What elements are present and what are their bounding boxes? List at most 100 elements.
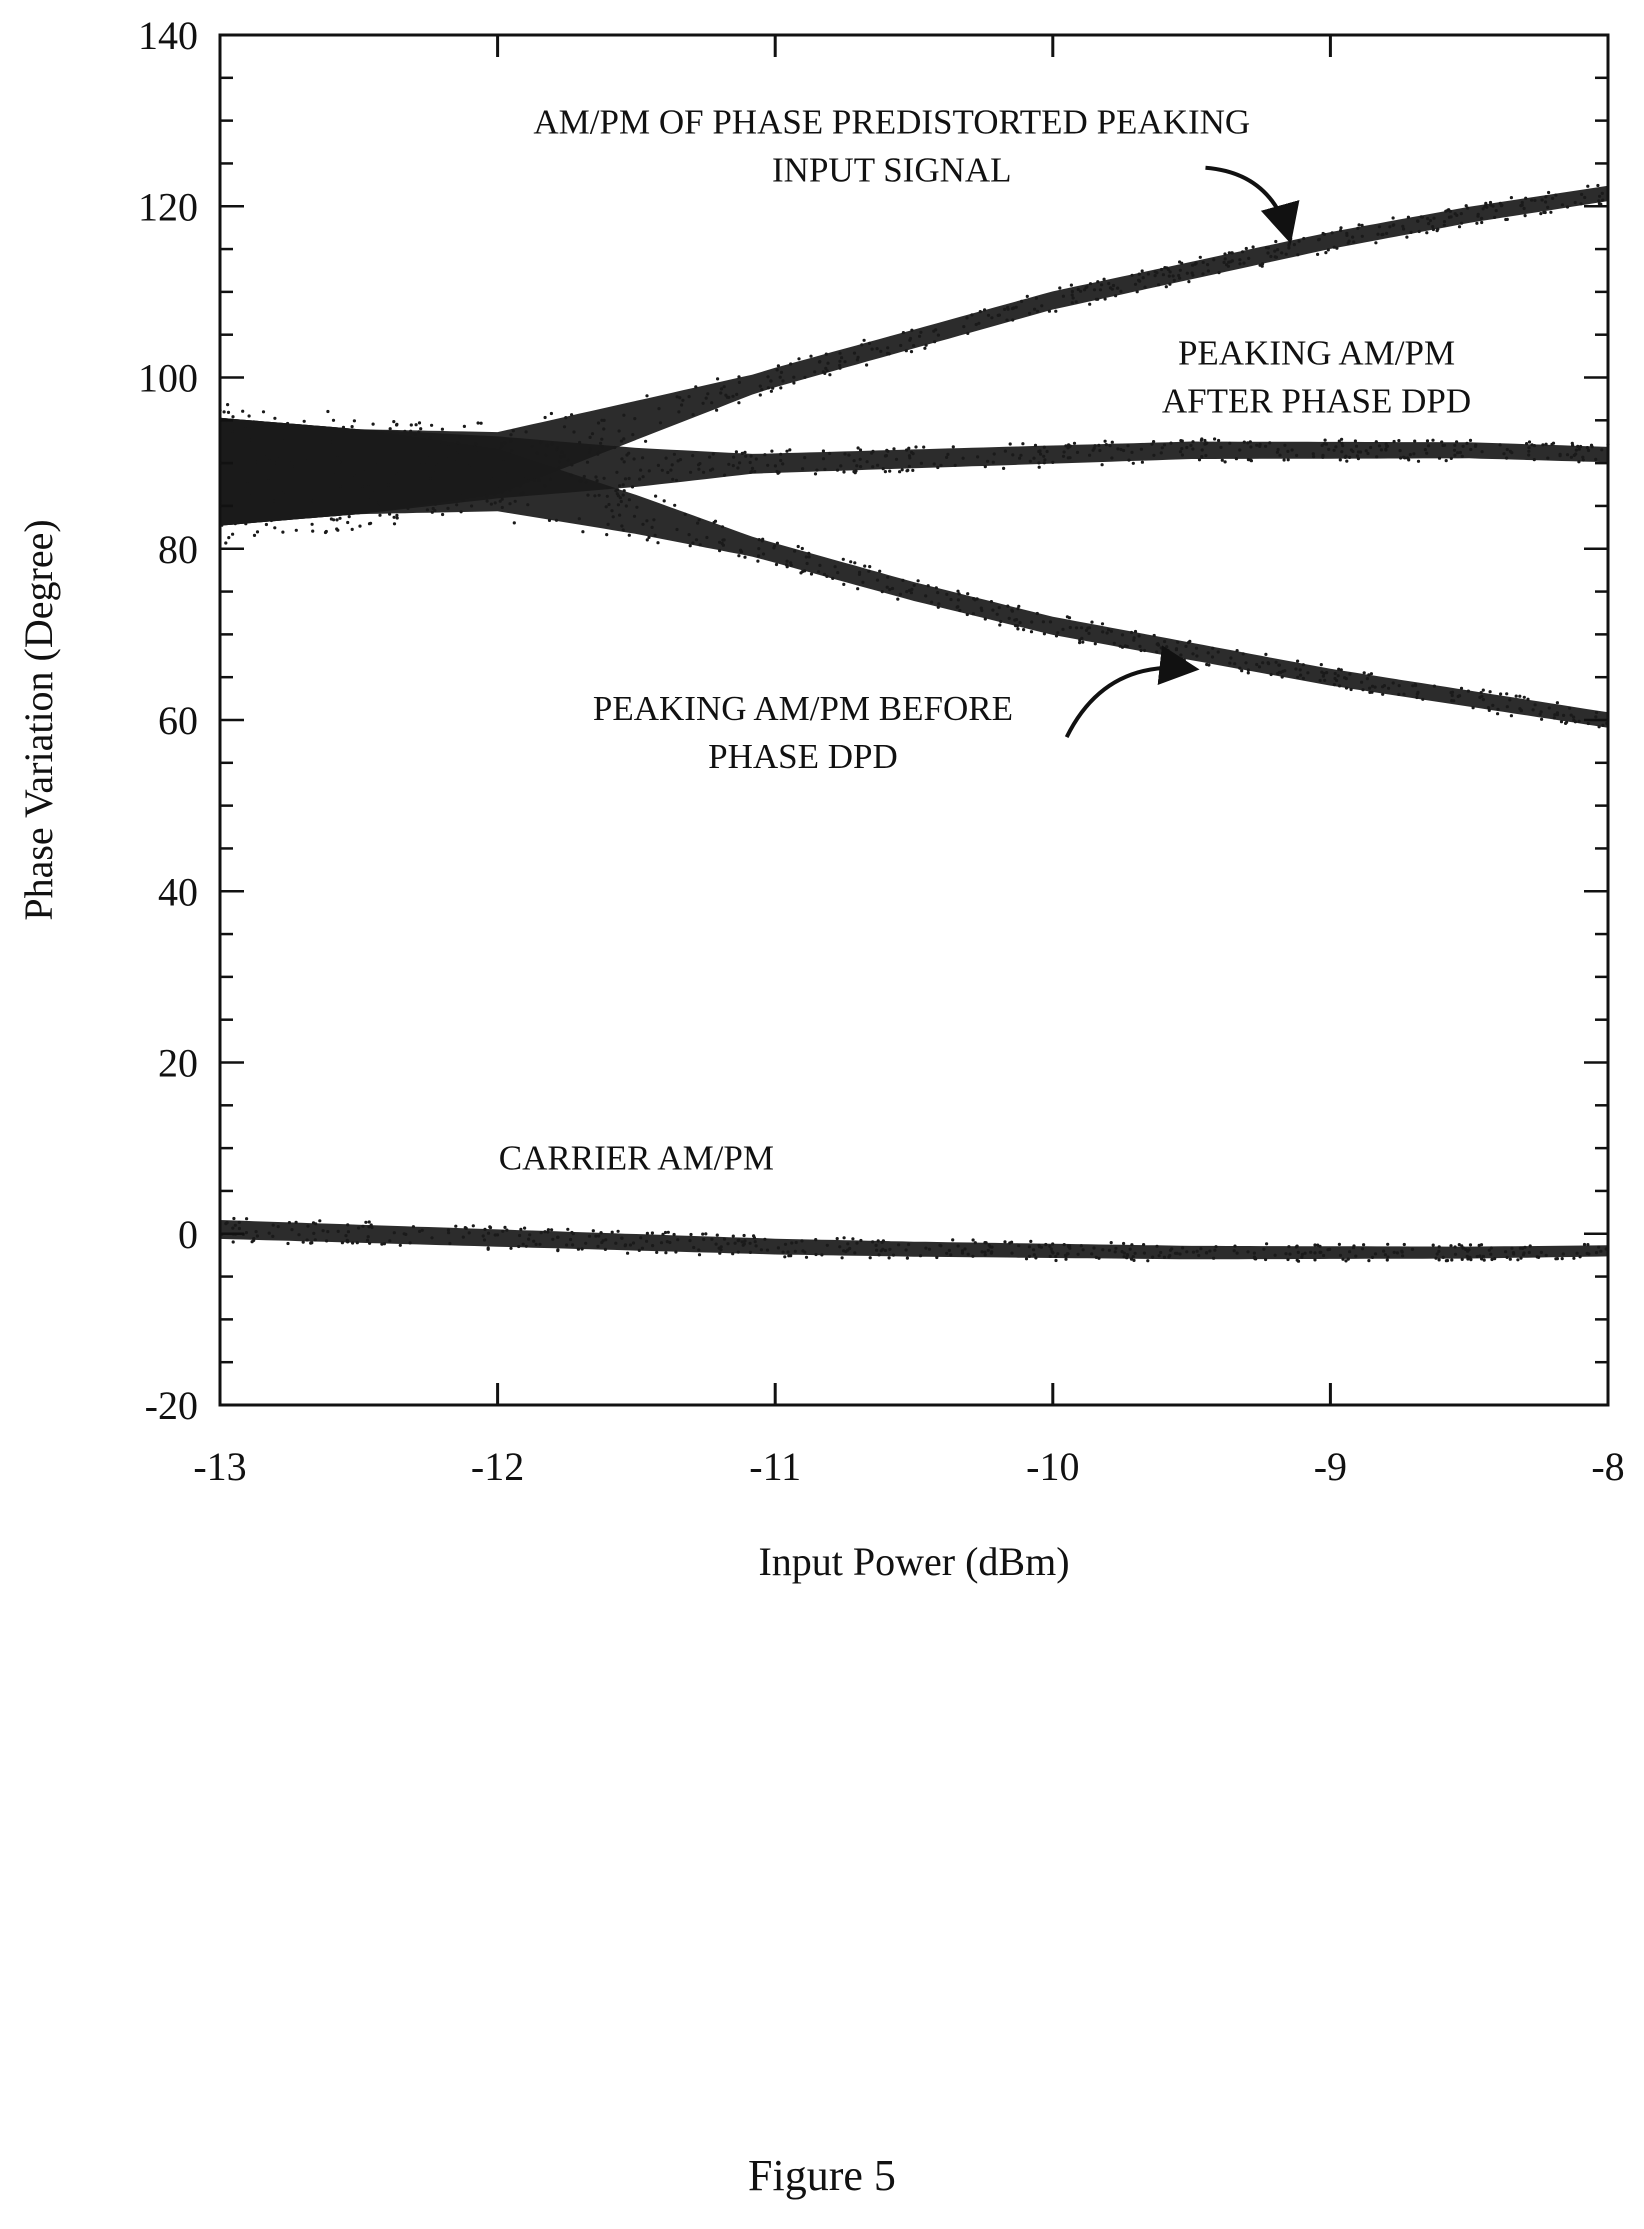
data-point	[1586, 1243, 1590, 1247]
data-point	[884, 454, 889, 458]
data-point	[1200, 455, 1204, 459]
data-point	[1494, 209, 1498, 213]
data-point	[963, 1247, 967, 1251]
data-point	[606, 485, 610, 490]
data-point	[312, 1231, 316, 1235]
data-point	[936, 333, 941, 337]
data-point	[805, 561, 809, 566]
data-point	[1066, 456, 1070, 460]
data-point	[610, 1230, 614, 1234]
data-point	[508, 502, 512, 506]
data-point	[440, 427, 444, 431]
data-point	[1005, 318, 1009, 322]
data-point	[1586, 721, 1590, 726]
data-point	[1103, 297, 1107, 301]
data-point	[1575, 1251, 1579, 1255]
data-point	[1054, 1258, 1058, 1263]
data-point	[892, 447, 896, 451]
data-point	[1352, 240, 1356, 244]
data-point	[1238, 666, 1242, 670]
data-point	[350, 527, 354, 532]
data-point	[975, 597, 979, 601]
data-point	[224, 541, 228, 545]
data-point	[1562, 713, 1566, 718]
data-point	[766, 375, 770, 379]
data-point	[960, 1249, 965, 1253]
data-point	[1355, 454, 1359, 458]
data-point	[1212, 1256, 1216, 1260]
data-point	[853, 561, 857, 565]
data-point	[1016, 607, 1020, 611]
data-point	[1191, 447, 1195, 451]
data-point	[532, 1239, 536, 1243]
data-point	[237, 1220, 241, 1224]
data-point	[1252, 1251, 1256, 1255]
data-point	[1120, 1250, 1124, 1254]
data-point	[614, 1241, 618, 1245]
data-point	[1523, 214, 1527, 218]
data-point	[446, 485, 450, 489]
data-point	[1370, 1255, 1375, 1259]
data-point	[1288, 237, 1292, 241]
data-point	[521, 1242, 525, 1246]
data-point	[800, 546, 804, 551]
data-point	[370, 1225, 374, 1230]
data-point	[973, 1241, 977, 1245]
data-point	[852, 351, 857, 355]
data-point	[1054, 634, 1059, 638]
data-point	[474, 450, 478, 454]
data-point	[586, 493, 590, 497]
data-point	[1581, 458, 1585, 462]
data-point	[237, 1226, 241, 1231]
data-point	[1296, 253, 1300, 257]
data-point	[1375, 455, 1379, 459]
data-point	[875, 578, 880, 582]
data-point	[1284, 252, 1288, 256]
data-point	[324, 529, 328, 534]
data-point	[1319, 1250, 1323, 1254]
data-point	[1481, 698, 1485, 702]
data-point	[976, 455, 980, 459]
data-point	[431, 469, 435, 473]
data-point	[518, 1233, 522, 1238]
data-point	[600, 444, 605, 449]
data-point	[1514, 694, 1518, 698]
data-point	[1217, 271, 1221, 275]
data-point	[1093, 642, 1097, 646]
data-point	[505, 1228, 509, 1232]
data-point	[838, 1245, 842, 1249]
data-point	[424, 460, 429, 464]
data-point	[1538, 712, 1542, 716]
data-point	[708, 455, 712, 459]
data-point	[816, 570, 821, 574]
data-point	[1569, 713, 1573, 717]
data-point	[1401, 1254, 1405, 1258]
data-point	[855, 358, 860, 362]
data-point	[1442, 223, 1446, 227]
data-point	[1275, 450, 1279, 454]
data-point	[500, 505, 504, 510]
data-point	[1561, 1252, 1565, 1256]
data-point	[669, 468, 673, 472]
data-point	[1013, 618, 1017, 622]
data-point	[910, 587, 914, 592]
data-point	[904, 349, 908, 353]
data-point	[1076, 1252, 1080, 1256]
data-point	[1178, 450, 1183, 454]
data-point	[911, 468, 915, 472]
data-point	[909, 350, 914, 354]
data-point	[344, 1234, 348, 1238]
data-point	[1164, 285, 1168, 289]
data-point	[1179, 653, 1183, 657]
data-point	[977, 321, 981, 325]
data-point	[1232, 1249, 1236, 1253]
data-point	[912, 583, 916, 587]
data-point	[886, 575, 890, 579]
data-point	[1437, 1258, 1441, 1262]
data-point	[1066, 1244, 1070, 1248]
data-point	[1255, 662, 1259, 667]
data-point	[1119, 447, 1123, 452]
data-point	[1453, 212, 1457, 216]
data-point	[622, 413, 626, 417]
